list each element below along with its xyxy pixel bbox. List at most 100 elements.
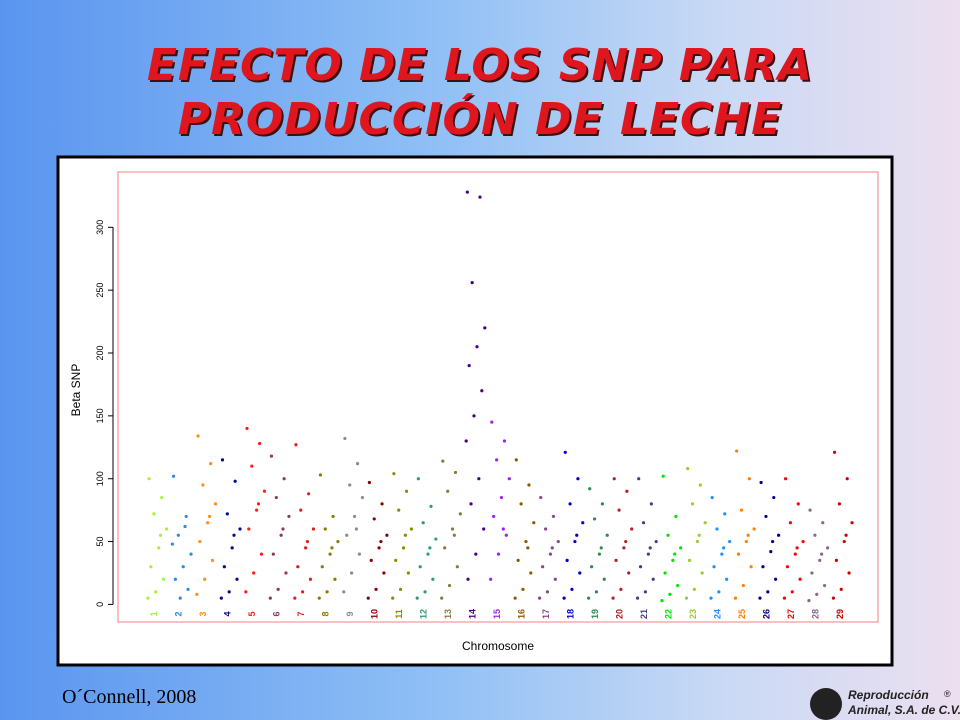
x-tick-label: 9: [345, 611, 355, 616]
logo-text: Animal, S.A. de C.V.: [847, 703, 960, 717]
snp-point: [232, 533, 236, 537]
snp-point: [788, 521, 793, 525]
y-tick-label: 300: [95, 220, 105, 235]
snp-point: [769, 550, 773, 554]
snp-point: [725, 577, 729, 581]
snp-point: [844, 533, 848, 537]
snp-point: [380, 502, 384, 506]
snp-point: [274, 495, 278, 500]
logo-mark: ®: [944, 689, 951, 699]
snp-point: [619, 587, 623, 591]
snp-point: [545, 590, 550, 594]
snp-point: [147, 477, 151, 481]
snp-point: [294, 443, 298, 447]
snp-point: [723, 512, 727, 516]
snp-point: [758, 596, 762, 600]
snp-point: [181, 565, 185, 569]
snp-point: [415, 596, 419, 600]
y-tick-label: 200: [95, 345, 105, 360]
snp-point: [766, 590, 770, 594]
snp-point: [245, 426, 249, 431]
snp-point: [712, 565, 716, 569]
snp-point: [235, 577, 239, 581]
snp-point: [477, 477, 481, 481]
snp-point: [196, 434, 200, 438]
snp-point: [801, 539, 805, 544]
snp-point: [152, 512, 156, 516]
snp-point: [822, 583, 827, 588]
x-tick-label: 22: [663, 609, 673, 619]
snp-point: [589, 565, 594, 569]
snp-point: [592, 517, 597, 521]
snp-point: [355, 462, 360, 466]
snp-point: [720, 552, 724, 556]
x-tick-label: 19: [590, 609, 600, 619]
snp-point: [284, 571, 288, 575]
snp-point: [478, 195, 482, 199]
snp-point: [795, 546, 799, 550]
snp-point: [746, 533, 750, 537]
snp-point: [382, 571, 386, 575]
x-tick-label: 5: [247, 611, 257, 616]
x-tick-label: 13: [443, 609, 453, 619]
snp-point: [203, 577, 207, 581]
snp-point: [146, 596, 150, 600]
snp-point: [847, 571, 851, 575]
snp-point: [428, 546, 432, 550]
snp-point: [453, 470, 458, 475]
snp-point: [749, 565, 753, 569]
snp-point: [692, 587, 696, 591]
snp-point: [183, 524, 187, 529]
snp-point: [198, 539, 202, 544]
snp-point: [247, 527, 251, 531]
snp-point: [184, 514, 188, 519]
snp-point: [323, 527, 327, 531]
snp-point: [467, 363, 471, 368]
snp-point: [374, 587, 378, 591]
snp-point: [538, 596, 542, 600]
snp-point: [348, 483, 352, 487]
snp-point: [276, 587, 280, 591]
snp-point: [209, 462, 213, 466]
snp-point: [563, 450, 567, 454]
snp-point: [715, 527, 719, 531]
snp-point: [594, 590, 599, 594]
x-tick-label: 28: [810, 609, 820, 619]
snp-point: [269, 454, 274, 458]
snp-point: [496, 552, 501, 556]
snp-point: [690, 502, 695, 506]
snp-point: [227, 590, 231, 594]
snp-point: [602, 577, 606, 581]
snp-point: [600, 502, 604, 506]
slide-title: EFECTO DE LOS SNP PARA: [146, 40, 814, 91]
snp-point: [201, 483, 205, 487]
snp-point: [186, 587, 190, 591]
snp-point: [834, 558, 839, 563]
snp-point: [394, 558, 398, 563]
x-axis-label: Chromosome: [462, 639, 534, 653]
snp-point: [230, 546, 234, 550]
snp-point: [466, 577, 470, 581]
snp-point: [483, 326, 487, 330]
snp-point: [819, 552, 824, 556]
x-tick-label: 26: [761, 609, 771, 619]
snp-point: [377, 546, 381, 550]
snp-point: [687, 558, 692, 563]
snp-point: [575, 533, 579, 537]
snp-point: [649, 502, 653, 506]
snp-point: [686, 467, 690, 471]
snp-point: [404, 489, 409, 493]
snp-point: [164, 527, 169, 531]
snp-point: [638, 565, 643, 569]
snp-point: [171, 474, 176, 478]
snp-point: [521, 587, 525, 591]
snp-point: [735, 449, 739, 453]
x-tick-label: 8: [321, 611, 331, 616]
snp-point: [576, 477, 580, 481]
x-tick-label: 27: [786, 609, 796, 619]
snp-point: [213, 502, 218, 506]
snp-point: [391, 596, 395, 600]
snp-point: [307, 492, 311, 496]
snp-point: [173, 577, 177, 581]
x-tick-label: 17: [541, 609, 551, 619]
